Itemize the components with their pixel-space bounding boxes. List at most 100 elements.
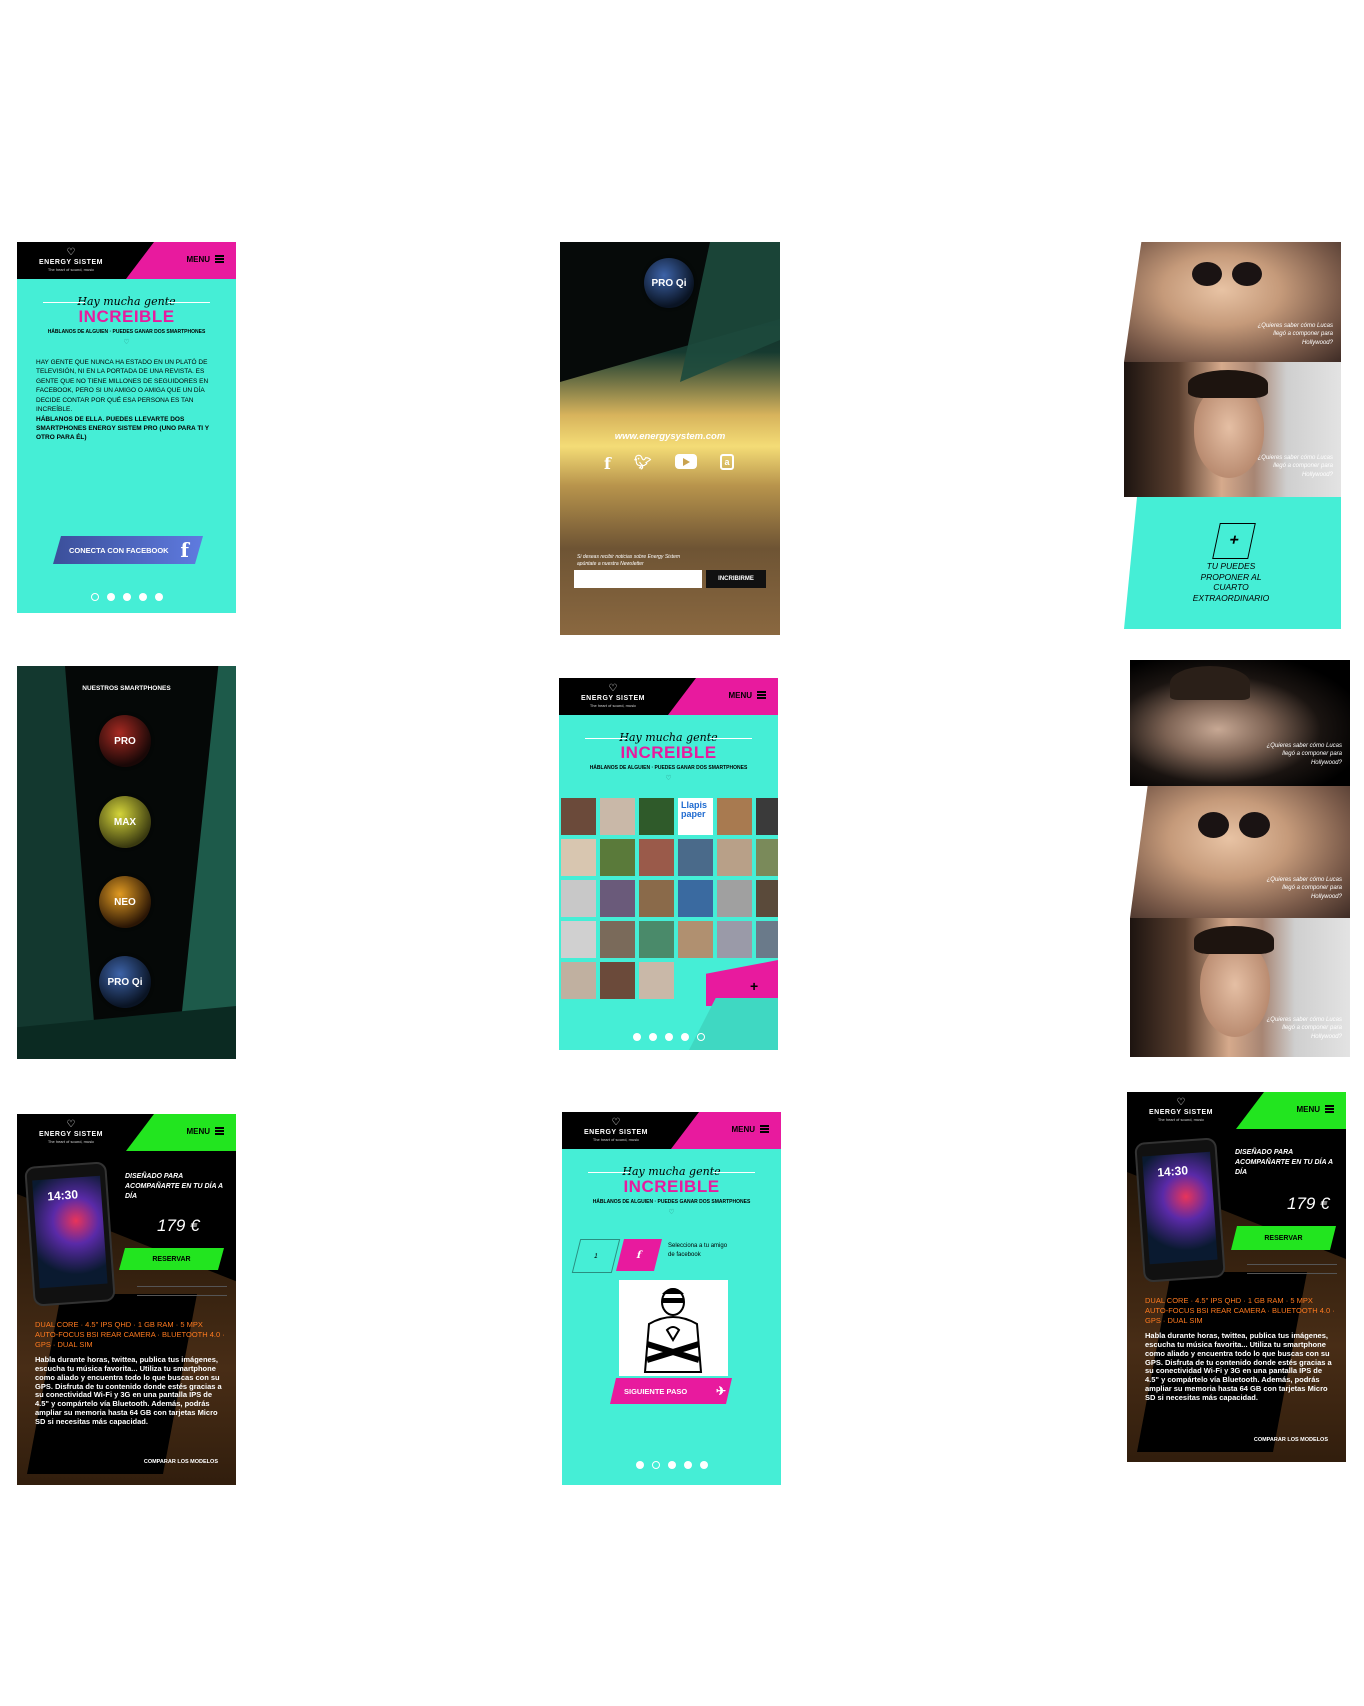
- next-step-button[interactable]: SIGUIENTE PASO ✈: [610, 1378, 732, 1404]
- page-dot[interactable]: [632, 1033, 641, 1041]
- product-tagline: DISEÑADO PARA ACOMPAÑARTE EN TU DÍA A DÍ…: [1235, 1149, 1333, 1176]
- story-photo-woman[interactable]: ¿Quieres saber cómo Lucas llegó a compone…: [1124, 242, 1341, 362]
- friend-photo-tile[interactable]: [600, 839, 635, 876]
- page-dot[interactable]: [683, 1461, 692, 1469]
- friend-photo-tile[interactable]: [756, 880, 778, 917]
- friend-photo-tile[interactable]: [756, 921, 778, 958]
- model-max[interactable]: MAX: [99, 796, 151, 848]
- twitter-icon[interactable]: 🐦︎: [634, 454, 652, 470]
- friend-photo-tile[interactable]: [639, 921, 674, 958]
- heart-icon: ♡: [1176, 1097, 1186, 1108]
- brand-logo[interactable]: ♡ ENERGY SISTEM The heart of sound, music: [1149, 1097, 1213, 1122]
- menu-button[interactable]: MENU: [671, 1112, 781, 1149]
- site-url[interactable]: www.energysystem.com: [614, 431, 726, 442]
- story-photo-man[interactable]: ¿Quieres saber cómo Lucas llegó a compone…: [1124, 362, 1341, 497]
- friend-photo-tile[interactable]: [717, 798, 752, 835]
- facebook-icon[interactable]: f: [604, 454, 611, 473]
- pagination-dots: [17, 588, 236, 606]
- product-badge[interactable]: PRO Qi: [644, 258, 694, 308]
- friend-photo-tile[interactable]: [600, 880, 635, 917]
- propose-plus-button[interactable]: +: [1212, 523, 1256, 559]
- step-number: 1: [571, 1239, 621, 1273]
- propose-panel[interactable]: + TU PUEDES PROPONER AL CUARTO EXTRAORDI…: [1124, 497, 1341, 629]
- product-description: Habla durante horas, twittea, publica tu…: [35, 1355, 222, 1426]
- friend-photo-tile[interactable]: [639, 839, 674, 876]
- friend-photo-tile[interactable]: [717, 921, 752, 958]
- friend-photo-tile[interactable]: [561, 921, 596, 958]
- page-dot[interactable]: [106, 593, 115, 601]
- product-description: Habla durante horas, twittea, publica tu…: [1145, 1331, 1332, 1402]
- face: [1200, 942, 1270, 1037]
- campaign-script: Hay mucha gente: [17, 295, 236, 308]
- energy-app-icon[interactable]: a: [720, 454, 734, 470]
- email-input[interactable]: [574, 570, 702, 588]
- friend-photo-tile[interactable]: [561, 880, 596, 917]
- friend-photo-tile[interactable]: [561, 962, 596, 999]
- plane-icon: ✈: [715, 1384, 726, 1398]
- facebook-connect-button[interactable]: CONECTA CON FACEBOOK f: [53, 536, 203, 564]
- menu-button[interactable]: MENU: [668, 678, 778, 715]
- friend-photo-tile[interactable]: [600, 921, 635, 958]
- model-neo[interactable]: NEO: [99, 876, 151, 928]
- friend-avatar[interactable]: [619, 1280, 728, 1376]
- friend-photo-tile[interactable]: [639, 962, 674, 999]
- story-photo-man-dark[interactable]: ¿Quieres saber cómo Lucas llegó a compone…: [1130, 660, 1350, 786]
- facebook-icon: f: [180, 538, 189, 562]
- friend-photo-tile[interactable]: [639, 880, 674, 917]
- page-dot[interactable]: [122, 593, 131, 601]
- screen-product-1: ♡ ENERGY SISTEM The heart of sound, music …: [17, 1114, 236, 1485]
- product-tagline: DISEÑADO PARA ACOMPAÑARTE EN TU DÍA A DÍ…: [125, 1173, 223, 1200]
- friend-photo-tile[interactable]: [561, 798, 596, 835]
- page-dot[interactable]: [648, 1033, 657, 1041]
- heart-icon: ♡: [608, 683, 618, 694]
- brand-logo[interactable]: ♡ ENERGY SISTEM The heart of sound, music: [39, 247, 103, 272]
- friend-photo-tile[interactable]: [639, 798, 674, 835]
- compare-models-link[interactable]: COMPARAR LOS MODELOS: [143, 1459, 218, 1465]
- header: ♡ ENERGY SISTEM The heart of sound, music …: [562, 1112, 781, 1149]
- youtube-icon[interactable]: [674, 454, 697, 469]
- reserve-button[interactable]: RESERVAR: [1231, 1226, 1336, 1250]
- heart-icon: ♡: [611, 1117, 621, 1128]
- story-photo-man[interactable]: ¿Quieres saber cómo Lucas llegó a compone…: [1130, 918, 1350, 1057]
- friend-photo-tile[interactable]: [717, 880, 752, 917]
- page-dot[interactable]: [154, 593, 163, 601]
- friend-photo-tile[interactable]: [756, 798, 778, 835]
- facebook-step-icon[interactable]: f: [616, 1239, 662, 1271]
- subscribe-button[interactable]: INCRIBIRME: [706, 570, 766, 588]
- page-dot[interactable]: [680, 1033, 689, 1041]
- brand-logo[interactable]: ♡ ENERGY SISTEM The heart of sound, music: [581, 683, 645, 708]
- friend-photo-tile[interactable]: [600, 798, 635, 835]
- friend-photo-tile[interactable]: [756, 839, 778, 876]
- page-dot[interactable]: [651, 1461, 660, 1469]
- friend-photo-tile[interactable]: [678, 880, 713, 917]
- menu-button[interactable]: MENU: [126, 242, 236, 279]
- page-dot[interactable]: [667, 1461, 676, 1469]
- campaign-script: Hay mucha gente: [562, 1165, 781, 1178]
- page-dot[interactable]: [699, 1461, 708, 1469]
- brand-logo[interactable]: ♡ ENERGY SISTEM The heart of sound, music: [584, 1117, 648, 1142]
- reserve-button[interactable]: RESERVAR: [119, 1248, 224, 1270]
- page-dot[interactable]: [696, 1033, 705, 1041]
- story-photo-woman[interactable]: ¿Quieres saber cómo Lucas llegó a compone…: [1130, 786, 1350, 918]
- brand-logo[interactable]: ♡ ENERGY SISTEM The heart of sound, music: [39, 1119, 103, 1144]
- compare-models-link[interactable]: COMPARAR LOS MODELOS: [1253, 1437, 1328, 1443]
- friend-photo-tile[interactable]: Llapis paper: [678, 798, 713, 835]
- friend-photo-tile[interactable]: [678, 839, 713, 876]
- page-dot[interactable]: [138, 593, 147, 601]
- friend-photo-tile[interactable]: [561, 839, 596, 876]
- intro-body: HAY GENTE QUE NUNCA HA ESTADO EN UN PLAT…: [36, 359, 209, 442]
- campaign-subline: HÁBLANOS DE ALGUIEN · PUEDES GANAR DOS S…: [47, 329, 206, 335]
- model-pro-qi[interactable]: PRO Qi: [99, 956, 151, 1008]
- campaign-subline: HÁBLANOS DE ALGUIEN · PUEDES GANAR DOS S…: [592, 1199, 751, 1205]
- menu-button[interactable]: MENU: [1236, 1092, 1346, 1129]
- story-caption: ¿Quieres saber cómo Lucas llegó a compone…: [1266, 1017, 1342, 1040]
- friend-photo-tile[interactable]: [600, 962, 635, 999]
- page-dot[interactable]: [90, 593, 99, 601]
- photo-grid: Llapis paper: [559, 798, 778, 1006]
- page-dot[interactable]: [635, 1461, 644, 1469]
- story-caption: ¿Quieres saber cómo Lucas llegó a compone…: [1266, 877, 1342, 900]
- friend-photo-tile[interactable]: [678, 921, 713, 958]
- friend-photo-tile[interactable]: [717, 839, 752, 876]
- page-dot[interactable]: [664, 1033, 673, 1041]
- model-pro[interactable]: PRO: [99, 715, 151, 767]
